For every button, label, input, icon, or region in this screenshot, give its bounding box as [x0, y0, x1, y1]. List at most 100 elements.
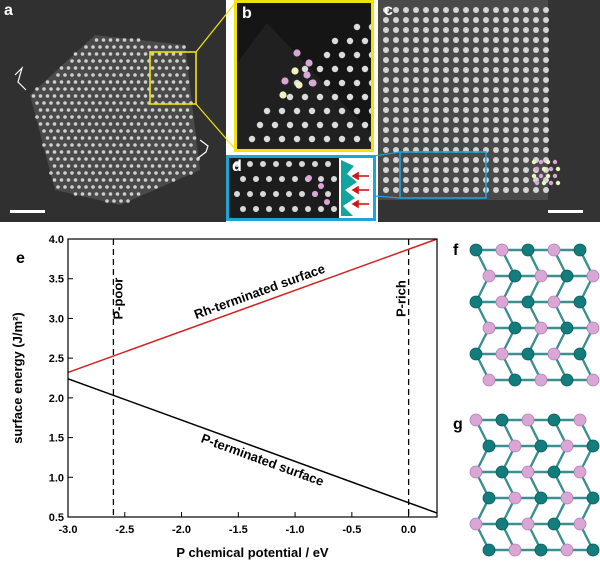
- lattice-dot: [178, 150, 183, 154]
- rh-atom: [547, 517, 561, 531]
- lattice-dot: [129, 136, 134, 140]
- lattice-dot: [473, 167, 479, 173]
- lattice-dot: [161, 45, 165, 49]
- lattice-dot: [413, 17, 419, 23]
- lattice-dot: [161, 157, 165, 161]
- lattice-dot: [493, 97, 499, 103]
- lattice-dot: [112, 129, 116, 133]
- lattice-dot: [108, 38, 113, 42]
- lattice-dot: [84, 101, 88, 105]
- lattice-dot: [383, 37, 389, 43]
- lattice-dot: [453, 87, 459, 93]
- lattice-dot: [523, 127, 529, 133]
- lattice-dot: [63, 87, 67, 91]
- lattice-dot: [503, 77, 509, 83]
- lattice-dot: [323, 107, 331, 115]
- lattice-dot: [423, 187, 429, 193]
- lattice-dot: [423, 57, 429, 63]
- lattice-dot: [136, 164, 141, 168]
- lattice-dot: [413, 37, 419, 43]
- lattice-dot: [305, 206, 311, 212]
- lattice-dot: [164, 164, 169, 168]
- lattice-dot: [49, 115, 53, 119]
- p-atom: [573, 413, 587, 427]
- rh-atom: [521, 295, 535, 309]
- lattice-dot: [119, 171, 123, 175]
- lattice-dot: [52, 150, 57, 154]
- panel-c-blue-box: [399, 151, 487, 199]
- panel-label-d: d: [232, 158, 242, 175]
- series-label-rh-terminated: Rh-terminated surface: [192, 261, 327, 322]
- lattice-dot: [66, 136, 71, 140]
- lattice-dot: [112, 171, 116, 175]
- lattice-dot: [105, 115, 109, 119]
- lattice-dot: [56, 73, 60, 77]
- lattice-dot: [543, 147, 549, 153]
- rh-atom: [586, 439, 600, 453]
- lattice-dot: [413, 97, 419, 103]
- lattice-dot: [108, 80, 113, 84]
- marked-atom: [303, 71, 311, 79]
- lattice-dot: [248, 135, 256, 143]
- lattice-dot: [403, 157, 409, 163]
- lattice-dot: [112, 45, 116, 49]
- lattice-dot: [483, 37, 489, 43]
- lattice-dot: [101, 122, 106, 126]
- lattice-dot: [403, 177, 409, 183]
- lattice-dot: [523, 137, 529, 143]
- lattice-dot: [70, 59, 74, 63]
- lattice-dot: [423, 17, 429, 23]
- p-atom: [586, 373, 600, 387]
- lattice-dot: [175, 73, 179, 77]
- lattice-dot: [161, 73, 165, 77]
- lattice-dot: [77, 129, 81, 133]
- lattice-dot: [164, 178, 169, 182]
- lattice-dot: [150, 164, 155, 168]
- panel-b-lattice: [237, 3, 371, 149]
- lattice-dot: [122, 94, 127, 98]
- lattice-dot: [185, 66, 190, 70]
- lattice-dot: [112, 59, 116, 63]
- lattice-dot: [140, 115, 144, 119]
- lattice-dot: [164, 108, 169, 112]
- lattice-dot: [346, 65, 354, 73]
- lattice-dot: [105, 87, 109, 91]
- lattice-dot: [171, 164, 176, 168]
- p-atom: [495, 295, 509, 309]
- lattice-dot: [66, 94, 71, 98]
- lattice-dot: [136, 108, 141, 112]
- lattice-dot: [101, 52, 106, 56]
- lattice-dot: [403, 87, 409, 93]
- lattice-dot: [136, 52, 141, 56]
- lattice-dot: [59, 164, 64, 168]
- marked-atom: [293, 49, 301, 57]
- lattice-dot: [140, 87, 144, 91]
- lattice-dot: [66, 108, 71, 112]
- lattice-dot: [253, 176, 259, 182]
- y-tick-label: 1.0: [49, 472, 64, 484]
- lattice-dot: [133, 73, 137, 77]
- x-tick-label: -1.5: [229, 524, 248, 536]
- lattice-dot: [105, 185, 109, 189]
- lattice-dot: [513, 117, 519, 123]
- lattice-dot: [105, 171, 109, 175]
- lattice-dot: [77, 101, 81, 105]
- lattice-dot: [157, 108, 162, 112]
- lattice-dot: [403, 77, 409, 83]
- lattice-dot: [368, 51, 371, 59]
- lattice-dot: [70, 73, 74, 77]
- rh-atom: [469, 347, 483, 361]
- panel-f-structure: f: [448, 236, 600, 398]
- marked-atom: [548, 180, 554, 186]
- lattice-dot: [119, 199, 123, 203]
- lattice-dot: [513, 177, 519, 183]
- lattice-dot: [433, 17, 439, 23]
- lattice-dot: [178, 52, 183, 56]
- lattice-dot: [63, 129, 67, 133]
- lattice-dot: [493, 187, 499, 193]
- lattice-dot: [150, 52, 155, 56]
- lattice-dot: [533, 57, 539, 63]
- lattice-dot: [473, 67, 479, 73]
- lattice-dot: [423, 27, 429, 33]
- panel-c-stem-image: c: [378, 0, 600, 222]
